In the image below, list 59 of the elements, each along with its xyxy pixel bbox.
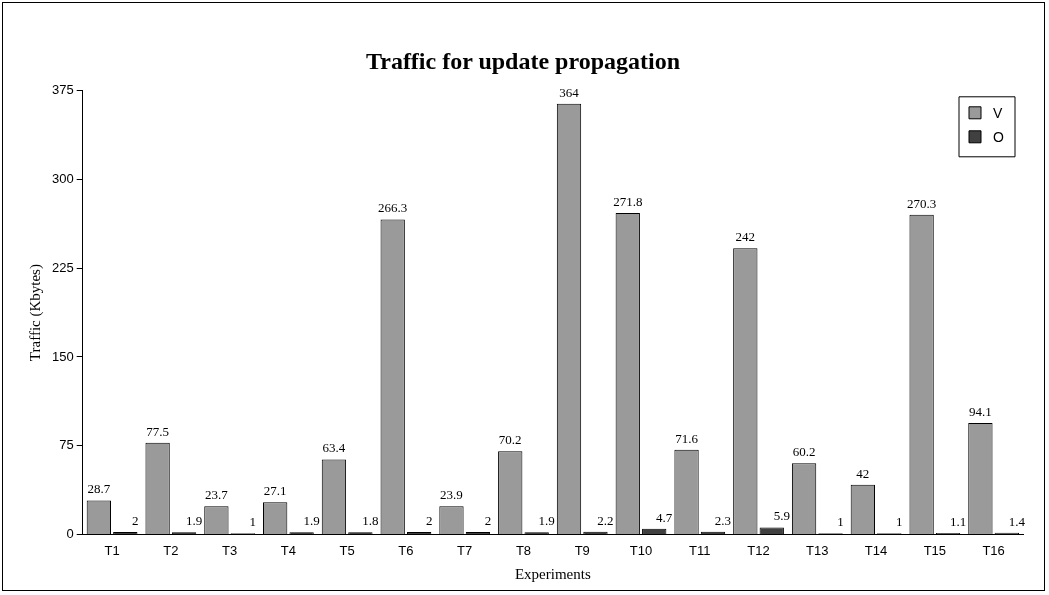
data-label: 270.3	[907, 195, 937, 211]
data-label: 1	[837, 514, 844, 530]
data-label: 94.1	[969, 404, 992, 420]
y-tick-label: 375	[51, 82, 74, 98]
data-label: 23.7	[205, 487, 229, 503]
x-tick-label: T5	[339, 542, 355, 558]
x-tick-label: T12	[747, 542, 770, 558]
data-label: 71.6	[675, 430, 699, 446]
chart-title: Traffic for update propagation	[365, 47, 681, 74]
x-tick-label: T9	[574, 542, 590, 558]
data-label: 63.4	[322, 440, 346, 456]
y-axis-title: Traffic (Kbytes)	[26, 264, 44, 362]
data-label: 77.5	[146, 423, 169, 439]
x-axis-title: Experiments	[514, 565, 591, 582]
data-label: 266.3	[378, 200, 408, 216]
data-label: 1.1	[949, 514, 967, 530]
x-tick-label: T6	[398, 542, 414, 558]
x-tick-label: T2	[163, 542, 179, 558]
data-label: 2	[425, 512, 433, 528]
data-label: 42	[856, 465, 870, 481]
y-tick-label: 0	[66, 525, 74, 541]
legend-label: V	[993, 104, 1003, 121]
x-tick-label: T4	[280, 542, 296, 558]
data-label: 1.9	[185, 513, 203, 529]
y-tick-label: 225	[51, 259, 74, 275]
data-label: 23.9	[440, 487, 463, 503]
data-label: 60.2	[792, 444, 816, 460]
y-tick-label: 300	[51, 171, 74, 187]
data-label: 1.9	[303, 513, 320, 529]
x-tick-label: T7	[457, 542, 473, 558]
data-label: 1.9	[538, 513, 555, 529]
data-label: 70.2	[498, 432, 522, 448]
data-label: 28.7	[87, 481, 111, 497]
legend-label: O	[993, 128, 1004, 145]
x-tick-label: T11	[689, 542, 711, 558]
data-label: 4.7	[656, 509, 673, 525]
x-tick-label: T10	[629, 542, 653, 558]
data-label: 2.3	[714, 512, 732, 528]
data-label: 5.9	[773, 508, 790, 524]
x-tick-label: T1	[104, 542, 120, 558]
x-tick-label: T14	[864, 542, 888, 558]
data-label: 2	[132, 512, 139, 528]
x-tick-label: T8	[515, 542, 532, 558]
x-tick-label: T16	[982, 542, 1005, 558]
data-label: 1.8	[362, 513, 379, 529]
y-tick-label: 150	[51, 348, 74, 364]
x-tick-label: T3	[222, 542, 238, 558]
data-label: 271.8	[613, 193, 643, 209]
data-label: 1	[249, 514, 257, 530]
data-label: 2.2	[597, 512, 614, 528]
data-label: 364	[559, 84, 580, 100]
x-tick-label: T13	[806, 542, 829, 558]
data-label: 1.4	[1008, 513, 1026, 529]
data-label: 27.1	[263, 483, 287, 499]
x-tick-label: T15	[923, 542, 947, 558]
y-tick-label: 75	[59, 437, 74, 453]
data-label: 1	[896, 514, 903, 530]
data-label: 2	[484, 512, 492, 528]
data-label: 242	[735, 229, 756, 245]
